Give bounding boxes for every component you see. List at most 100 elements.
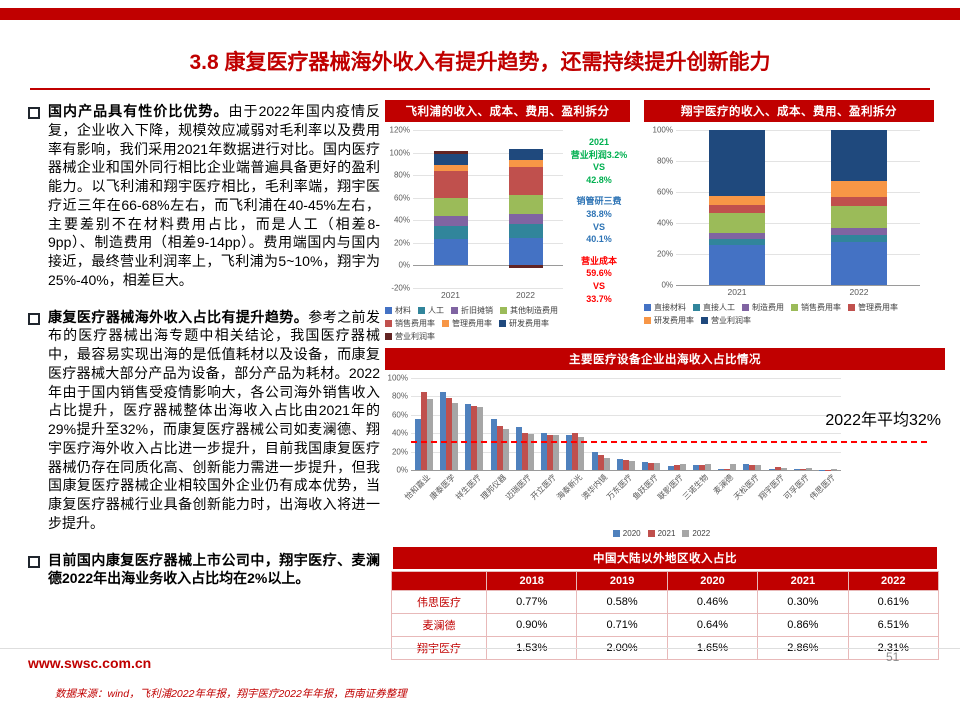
bar-segment	[508, 265, 543, 268]
legend-swatch	[647, 530, 655, 537]
bar-segment	[433, 171, 468, 199]
x-tick-label: 万东医疗	[605, 472, 635, 502]
bar	[553, 435, 560, 470]
legend-swatch	[385, 333, 392, 340]
table-header-cell: 2021	[757, 571, 849, 591]
bar	[800, 468, 807, 470]
bar	[673, 465, 680, 470]
bar-segment	[709, 130, 765, 197]
legend-item: 材料	[385, 305, 411, 316]
bar	[730, 464, 737, 470]
bar-segment	[508, 167, 543, 196]
data-source-note: 数据来源：wind，飞利浦2022年年报，翔宇医疗2022年年报，西南证券整理	[55, 688, 407, 700]
y-tick-label: 40%	[393, 215, 410, 225]
legend-label: 2020	[622, 529, 641, 538]
legend-item: 研发费用率	[499, 318, 549, 329]
chart-legend: 材料 人工 折旧摊销 其他制造费用 销售费用率 管理费用率 研发费用率 营业利润率	[385, 304, 570, 343]
value-cell: 0.30%	[757, 590, 849, 614]
bar	[667, 466, 674, 470]
gridline	[413, 197, 563, 199]
y-tick-label: 20%	[656, 249, 673, 259]
bullet-item-2: 康复医疗器械海外收入占比有提升趋势。参考之前发布的医疗器械出海专题中相关结论，我…	[28, 308, 380, 533]
value-cell: 6.51%	[847, 613, 940, 637]
bar	[629, 460, 635, 470]
bar	[471, 405, 478, 470]
bar	[794, 469, 801, 470]
bar	[420, 391, 427, 470]
bar	[566, 435, 573, 470]
x-tick-label: 翔宇医疗	[757, 472, 787, 502]
bullet-lead: 国内产品具有性价比优势。	[48, 103, 229, 119]
x-tick-label: 康泰医学	[428, 472, 458, 502]
bar-segment	[433, 165, 468, 172]
gridline	[676, 192, 920, 193]
legend-swatch	[791, 304, 798, 311]
gridline	[411, 378, 841, 379]
y-tick-label: 0%	[661, 280, 673, 290]
legend-item: 管理费用率	[848, 302, 898, 313]
chart-plot: 0% 20% 40% 60% 80% 100%	[388, 374, 927, 475]
bar	[642, 461, 649, 470]
table-header-cell: 2022	[847, 571, 940, 591]
bar	[496, 425, 503, 470]
x-tick-label: 鱼跃医疗	[630, 472, 660, 502]
legend-item: 折旧摊销	[451, 305, 493, 316]
bar	[831, 469, 838, 470]
table-row: 伟思医疗 0.77% 0.58% 0.46% 0.30% 0.61%	[391, 590, 940, 614]
bar	[541, 433, 548, 470]
bar	[704, 464, 711, 470]
annotation-profit-value: 42.8%	[586, 174, 612, 185]
legend-label: 营业利润率	[395, 332, 435, 341]
y-tick-label: 100%	[389, 148, 410, 158]
bar-segment	[433, 215, 468, 226]
gridline	[413, 152, 563, 154]
x-tick-label: 伟思医疗	[807, 472, 837, 502]
annotation-fees-label: 销管研三费	[576, 196, 622, 207]
legend-label: 人工	[428, 306, 444, 315]
bar	[527, 434, 534, 470]
bar	[477, 406, 484, 470]
bar-segment	[709, 204, 765, 213]
bar	[578, 436, 585, 470]
bar-segment	[709, 232, 765, 239]
y-tick-label: -20%	[391, 283, 410, 293]
bar-segment	[831, 181, 887, 197]
bar-segment	[433, 225, 468, 240]
bar	[654, 462, 661, 470]
annotation-vs: VS	[592, 221, 605, 232]
bullet-body: 参考之前发布的医疗器械出海专题中相关结论，我国医疗器械中，最容易实现出海的是低值…	[48, 308, 381, 531]
bar	[679, 463, 686, 470]
y-tick-label: 100%	[387, 373, 408, 383]
y-tick-label: 0%	[396, 465, 408, 475]
overseas-grouped-chart: 0% 20% 40% 60% 80% 100% 怡和嘉业 康泰医学 祥生医疗 理邦仪器 迈瑞医疗 开立…	[385, 374, 945, 539]
legend-swatch	[385, 320, 392, 327]
bullet-square-icon	[28, 312, 40, 325]
legend-item: 2022	[682, 529, 710, 538]
bar-segment	[831, 196, 887, 206]
comparison-annotation: 2021 营业利润3.2% VS 42.8% 销管研三费 38.8% VS 40…	[570, 122, 628, 343]
overseas-panel: 主要医疗设备企业出海收入占比情况 0% 20% 40% 60% 80% 100% 怡和嘉业康…	[385, 348, 945, 539]
gridline	[413, 242, 563, 244]
x-tick-label: 海泰新光	[554, 472, 584, 502]
bullet-text: 康复医疗器械海外收入占比有提升趋势。参考之前发布的医疗器械出海专题中相关结论，我…	[48, 308, 380, 533]
gridline	[411, 451, 841, 453]
bullet-item-3: 目前国内康复医疗器械上市公司中，翔宇医疗、麦澜德2022年出海业务收入占比均在2…	[28, 551, 380, 589]
bar-segment	[508, 223, 543, 239]
philips-stacked-chart: -20% 0% 20% 40% 60% 80% 100% 120% 2021 2022 材料 人工 折旧…	[385, 122, 570, 343]
legend-item: 其他制造费用	[500, 305, 558, 316]
y-tick-label: 40%	[656, 218, 673, 228]
bar-segment	[508, 213, 543, 224]
bar	[768, 468, 775, 470]
bar-segment	[433, 239, 468, 266]
x-tick-label: 2022	[849, 287, 869, 297]
bar-segment	[433, 150, 468, 155]
x-tick-label: 2022	[516, 290, 535, 300]
annotation-cost-value: 33.7%	[586, 293, 612, 304]
annotation-vs: VS	[592, 280, 605, 291]
x-tick-label: 理邦仪器	[478, 472, 508, 502]
x-tick-label: 2021	[441, 290, 460, 300]
table-header-cell: 2019	[576, 571, 668, 591]
x-axis: 2021 2022	[413, 290, 563, 300]
y-tick-label: 100%	[652, 125, 673, 135]
